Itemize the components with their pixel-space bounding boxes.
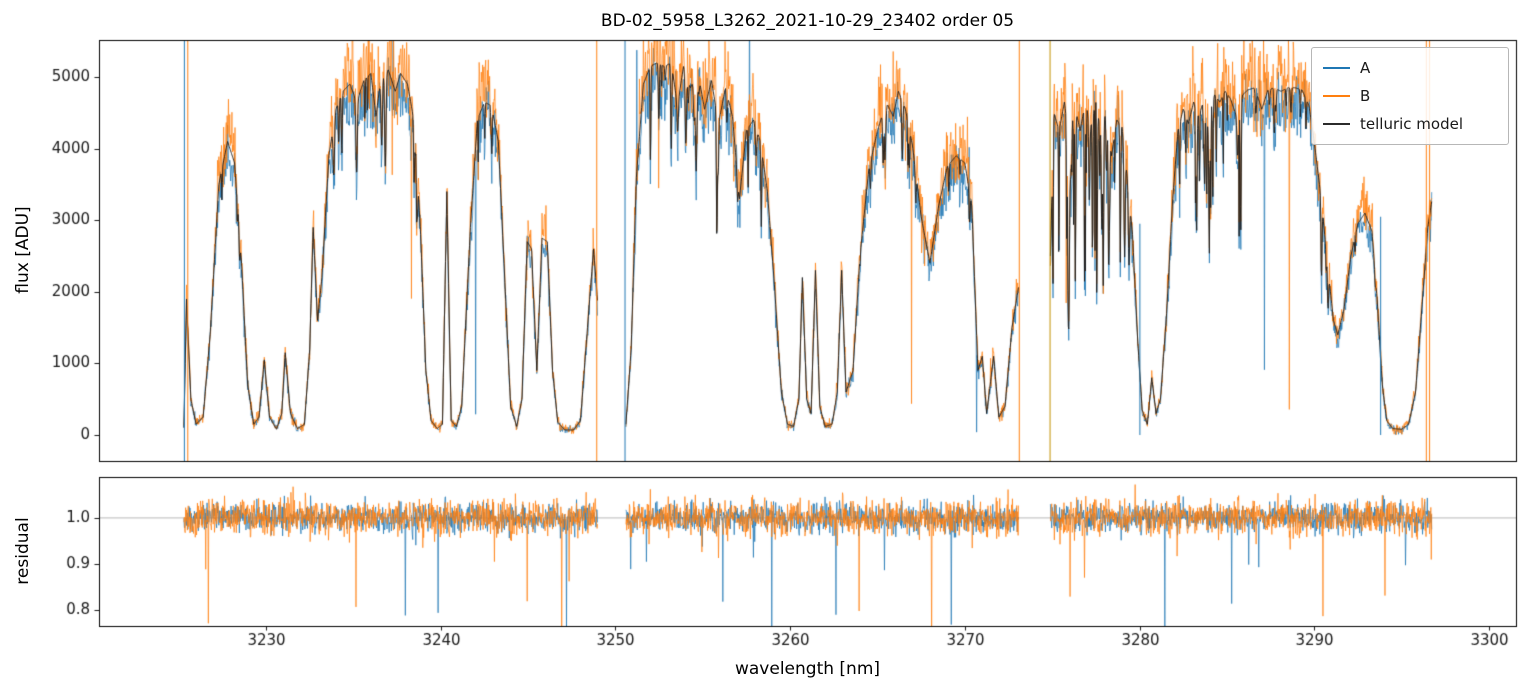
legend-entry-b: B: [1323, 82, 1498, 110]
residual-axis-label: residual: [13, 517, 33, 585]
legend-line-swatch-b: [1323, 95, 1350, 97]
legend-label-a: A: [1360, 59, 1371, 77]
legend-entry-a: A: [1323, 54, 1498, 82]
legend-label-b: B: [1360, 87, 1371, 105]
plot-title: BD-02_5958_L3262_2021-10-29_23402 order …: [600, 11, 1015, 31]
legend-line-swatch-a: [1323, 67, 1350, 69]
legend-line-swatch-telluric: [1323, 123, 1350, 125]
flux-axis-label: flux [ADU]: [13, 206, 33, 294]
legend: A B telluric model: [1311, 47, 1509, 145]
legend-entry-telluric-model: telluric model: [1323, 110, 1498, 138]
legend-label-telluric: telluric model: [1360, 115, 1464, 133]
wavelength-axis-label: wavelength [nm]: [734, 659, 881, 679]
